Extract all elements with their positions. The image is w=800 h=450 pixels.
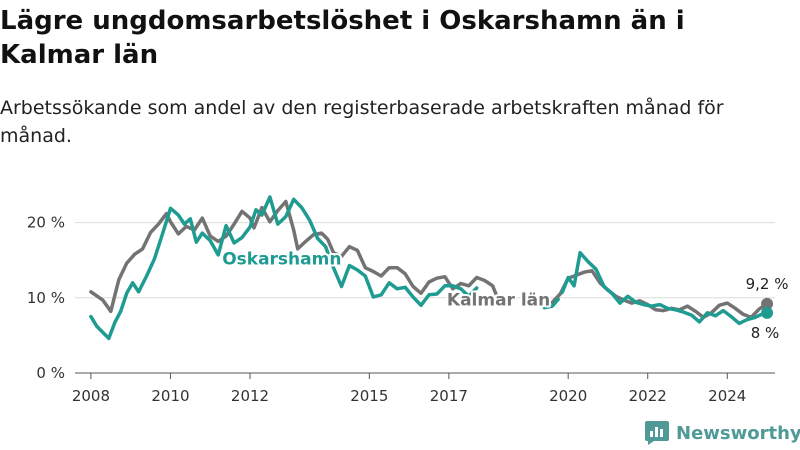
chart-title: Lägre ungdomsarbetslöshet i Oskarshamn ä… <box>0 6 685 70</box>
series-label-kalmar-lan: Kalmar län <box>447 290 550 310</box>
x-tick-label: 2017 <box>430 387 468 405</box>
x-tick-label: 2022 <box>629 387 667 405</box>
series-label-oskarshamn: Oskarshamn <box>222 250 341 270</box>
series-line-oskarshamn <box>89 195 769 341</box>
y-tick-label: 20 % <box>27 214 65 232</box>
end-value-label-kalmar-lan: 9,2 % <box>746 275 789 293</box>
series-line-kalmar-län <box>89 199 769 320</box>
x-tick-label: 2008 <box>72 387 110 405</box>
y-tick-label: 10 % <box>27 289 65 307</box>
y-tick-label: 0 % <box>36 364 65 382</box>
chart-subtitle: Arbetssökande som andel av den registerb… <box>0 97 724 147</box>
x-tick-label: 2015 <box>350 387 388 405</box>
brand-name: Newsworthy <box>676 422 800 444</box>
x-tick-label: 2024 <box>708 387 746 405</box>
x-tick-label: 2020 <box>549 387 587 405</box>
end-point-kalmar-lan <box>761 297 774 310</box>
newsworthy-logo-icon <box>645 421 669 445</box>
end-value-label-oskarshamn: 8 % <box>751 324 780 342</box>
x-tick-label: 2010 <box>151 387 189 405</box>
x-tick-label: 2012 <box>231 387 269 405</box>
brand-logo: Newsworthy <box>644 418 800 448</box>
end-point-oskarshamn <box>761 306 774 319</box>
